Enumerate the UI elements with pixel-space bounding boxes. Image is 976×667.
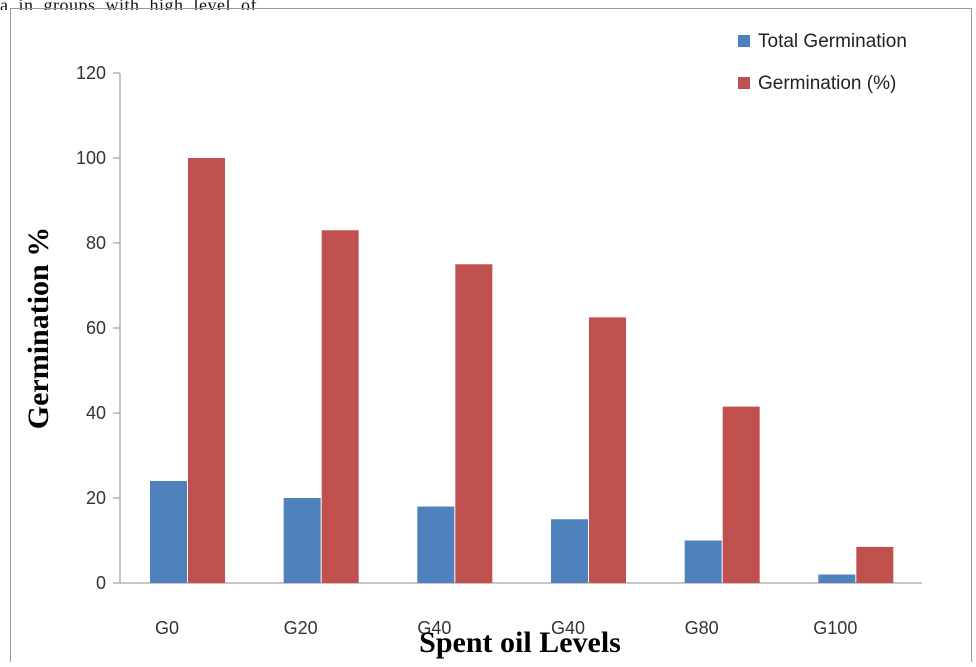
header-text-fragment: a in groups with high level of <box>0 0 257 10</box>
y-tick-label: 40 <box>86 403 106 423</box>
bar-germination-percent <box>321 230 359 583</box>
legend: Total Germination Germination (%) <box>738 31 907 94</box>
legend-label: Germination (%) <box>758 73 896 94</box>
y-tick-label: 20 <box>86 488 106 508</box>
y-tick-label: 80 <box>86 233 106 253</box>
x-tick-label: G100 <box>813 618 857 638</box>
bar-total-germination <box>818 574 856 583</box>
legend-swatch <box>738 35 750 47</box>
bar-germination-percent <box>188 158 225 583</box>
legend-swatch <box>738 77 750 89</box>
bar-total-germination <box>551 519 588 583</box>
y-tick-label: 100 <box>76 148 106 168</box>
x-tick-label: G20 <box>284 618 318 638</box>
x-axis-title: Spent oil Levels <box>419 626 621 659</box>
x-tick-label: G40 <box>551 618 585 638</box>
y-tick-label: 120 <box>76 63 106 83</box>
y-tick-label: 60 <box>86 318 106 338</box>
bar-germination-percent <box>589 317 626 583</box>
x-axis-ticks: G0 G20 G40 G40 G80 G100 <box>155 618 857 638</box>
bar-total-germination <box>150 481 187 583</box>
x-tick-label: G80 <box>685 618 719 638</box>
bar-germination-percent <box>856 546 894 583</box>
bar-total-germination <box>417 506 455 583</box>
chart-frame <box>10 8 972 662</box>
legend-label: Total Germination <box>758 31 907 52</box>
bars <box>150 158 894 583</box>
y-axis-title: Germination % <box>22 227 55 430</box>
y-axis: 0 20 40 60 80 100 120 <box>76 63 922 593</box>
x-tick-label: G40 <box>417 618 451 638</box>
y-tick-label: 0 <box>96 573 106 593</box>
x-tick-label: G0 <box>155 618 179 638</box>
bar-germination-percent <box>722 406 760 583</box>
bar-germination-percent <box>455 264 493 583</box>
bar-total-germination <box>684 540 722 583</box>
bar-total-germination <box>283 498 321 583</box>
